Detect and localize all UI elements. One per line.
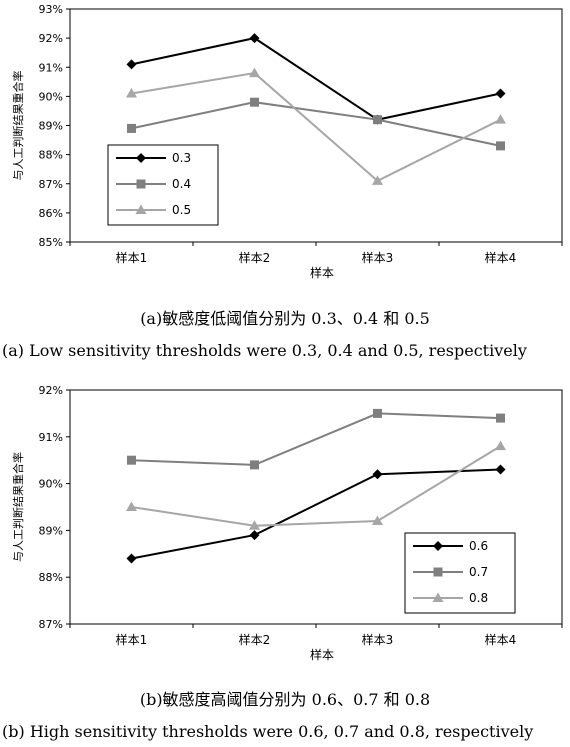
data-point bbox=[495, 114, 506, 124]
legend-marker bbox=[433, 567, 443, 577]
legend-marker bbox=[432, 592, 444, 602]
data-point bbox=[127, 123, 136, 133]
data-point bbox=[249, 530, 260, 541]
series-0.7 bbox=[127, 408, 505, 470]
legend-item: 0.6 bbox=[413, 539, 488, 553]
y-tick-label: 92% bbox=[39, 32, 63, 45]
x-tick-label: 样本4 bbox=[485, 632, 517, 647]
y-tick-label: 88% bbox=[39, 149, 63, 162]
legend-marker bbox=[135, 204, 147, 214]
data-point bbox=[249, 67, 260, 78]
y-tick-label: 89% bbox=[39, 524, 63, 537]
series-0.6 bbox=[126, 464, 506, 564]
x-axis-title: 样本 bbox=[310, 265, 334, 280]
data-point bbox=[250, 460, 259, 470]
legend-label: 0.6 bbox=[469, 539, 488, 553]
data-point bbox=[126, 553, 137, 564]
x-tick-label: 样本2 bbox=[239, 632, 271, 647]
data-point bbox=[495, 464, 506, 475]
series-line bbox=[131, 72, 501, 183]
data-point bbox=[373, 408, 382, 418]
legend-marker bbox=[136, 153, 146, 163]
data-point bbox=[496, 141, 505, 151]
series-line bbox=[131, 101, 501, 147]
data-point bbox=[126, 59, 137, 70]
data-point bbox=[495, 440, 506, 451]
series-line bbox=[131, 412, 501, 466]
caption-b-chinese: (b)敏感度高阈值分别为 0.6、0.7 和 0.8 bbox=[139, 690, 431, 709]
y-axis-title: 与人工判断结果重合率 bbox=[11, 452, 25, 562]
y-tick-label: 90% bbox=[39, 478, 63, 491]
chart-a-svg: 85% 86% 87% 88% 89% 90% 91% 92% 93% 样本1 样本2 样本3 样本4 样… bbox=[11, 3, 563, 280]
y-tick-label: 92% bbox=[39, 384, 63, 397]
y-tick-label: 88% bbox=[39, 571, 63, 584]
x-tick-label: 样本4 bbox=[485, 250, 517, 265]
y-tick-label: 89% bbox=[39, 120, 63, 133]
x-tick-label: 样本1 bbox=[116, 632, 148, 647]
y-tick-label: 91% bbox=[39, 431, 63, 444]
legend-marker bbox=[433, 541, 443, 551]
caption-a-chinese: (a)敏感度低阈值分别为 0.3、0.4 和 0.5 bbox=[140, 309, 430, 328]
legend-item: 0.8 bbox=[413, 591, 488, 605]
chart-b: 87% 88% 89% 90% 91% 92% 样本1 样本2 样本3 样本4 样本 与人工判断结果重… bbox=[0, 378, 570, 668]
y-tick-label: 87% bbox=[39, 178, 63, 191]
data-point bbox=[249, 520, 260, 530]
x-tick-label: 样本3 bbox=[362, 632, 394, 647]
y-tick-label: 85% bbox=[39, 236, 63, 249]
data-point bbox=[249, 33, 260, 44]
series-0.4 bbox=[127, 97, 505, 151]
data-point bbox=[372, 515, 383, 526]
data-point bbox=[250, 97, 259, 107]
series-line bbox=[131, 468, 501, 560]
y-axis-title: 与人工判断结果重合率 bbox=[11, 71, 25, 181]
data-point bbox=[496, 413, 505, 423]
legend-item: 0.4 bbox=[116, 177, 191, 191]
series-line bbox=[131, 445, 502, 527]
y-tick-label: 87% bbox=[39, 618, 63, 631]
y-tick-label: 93% bbox=[39, 3, 63, 16]
legend-label: 0.8 bbox=[469, 591, 488, 605]
data-point bbox=[127, 455, 136, 465]
legend-item: 0.5 bbox=[116, 203, 191, 217]
data-point bbox=[372, 469, 383, 480]
chart-a: 85% 86% 87% 88% 89% 90% 91% 92% 93% 样本1 样本2 样本3 样本4 样… bbox=[0, 0, 570, 285]
legend-label: 0.4 bbox=[172, 177, 191, 191]
data-point bbox=[126, 87, 137, 98]
legend-label: 0.3 bbox=[172, 151, 191, 165]
legend-label: 0.5 bbox=[172, 203, 191, 217]
data-point bbox=[372, 175, 383, 185]
series-line bbox=[131, 37, 501, 121]
series-0.8 bbox=[126, 440, 506, 530]
legend-item: 0.7 bbox=[413, 565, 488, 579]
legend-item: 0.3 bbox=[116, 151, 191, 165]
caption-a-english: (a) Low sensitivity thresholds were 0.3,… bbox=[2, 341, 527, 360]
legend: 0.3 0.4 0.5 bbox=[107, 144, 219, 226]
series-0.5 bbox=[126, 67, 506, 185]
x-tick-label: 样本2 bbox=[239, 250, 271, 265]
x-axis-title: 样本 bbox=[310, 647, 334, 662]
x-tick-label: 样本1 bbox=[116, 250, 148, 265]
x-tick-label: 样本3 bbox=[362, 250, 394, 265]
legend: 0.6 0.7 0.8 bbox=[404, 532, 516, 614]
y-tick-label: 86% bbox=[39, 207, 63, 220]
data-point bbox=[373, 115, 382, 125]
y-tick-label: 91% bbox=[39, 61, 63, 74]
data-point bbox=[495, 88, 506, 99]
y-tick-label: 90% bbox=[39, 90, 63, 103]
legend-marker bbox=[136, 179, 146, 189]
chart-b-svg: 87% 88% 89% 90% 91% 92% 样本1 样本2 样本3 样本4 样本 与人工判断结果重… bbox=[11, 384, 563, 662]
caption-b-english: (b) High sensitivity thresholds were 0.6… bbox=[2, 722, 534, 741]
data-point bbox=[126, 501, 137, 511]
legend-label: 0.7 bbox=[469, 565, 488, 579]
